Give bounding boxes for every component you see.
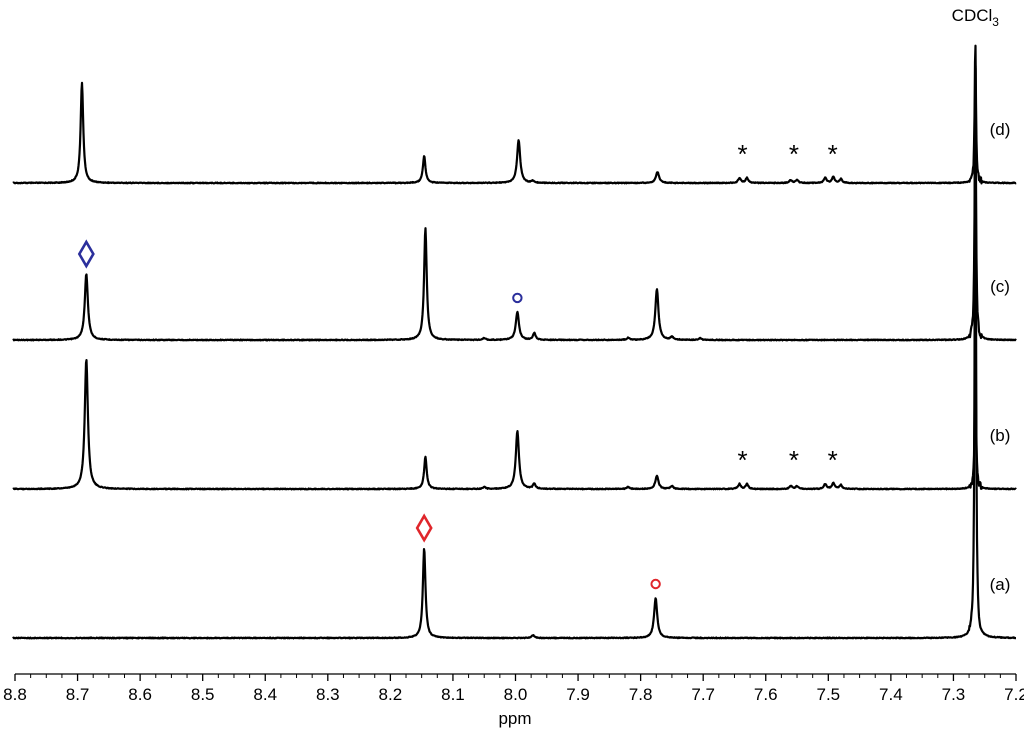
asterisk-marker-2-0: * [738, 445, 748, 475]
x-tick-label-16: 7.2 [1004, 685, 1024, 704]
x-tick-label-4: 8.4 [253, 685, 277, 704]
circle-marker-3 [650, 578, 661, 590]
spectrum-trace-0 [12, 44, 1017, 185]
x-tick-label-15: 7.3 [942, 685, 966, 704]
x-tick-label-0: 8.8 [3, 685, 27, 704]
x-axis-title: ppm [498, 709, 531, 728]
asterisk-marker-0-1: * [789, 139, 799, 169]
trace-label-3: (a) [990, 575, 1011, 594]
asterisk-marker-0-2: * [828, 139, 838, 169]
x-tick-label-9: 7.9 [566, 685, 590, 704]
asterisk-marker-2-1: * [789, 445, 799, 475]
spectra-traces [12, 44, 1017, 640]
diamond-marker-1 [77, 239, 95, 269]
spectrum-trace-2 [12, 344, 1017, 491]
trace-label-2: (b) [990, 426, 1011, 445]
x-tick-label-11: 7.7 [691, 685, 715, 704]
trace-label-1: (c) [990, 277, 1010, 296]
circle-marker-1 [512, 292, 523, 304]
asterisk-marker-2-2: * [828, 445, 838, 475]
spectrum-trace-1 [12, 64, 1017, 342]
x-tick-label-8: 8.0 [504, 685, 528, 704]
peak-markers: * * * * * * [77, 139, 838, 590]
diamond-marker-3 [415, 513, 433, 543]
x-tick-label-7: 8.1 [441, 685, 465, 704]
trace-labels: (d) (c) (b) (a) [990, 120, 1011, 594]
solvent-label-main: CDCl [952, 6, 993, 25]
x-tick-label-6: 8.2 [379, 685, 403, 704]
x-tick-label-5: 8.3 [316, 685, 340, 704]
spectrum-trace-3 [12, 67, 1017, 640]
x-tick-label-14: 7.4 [879, 685, 903, 704]
x-tick-label-2: 8.6 [128, 685, 152, 704]
x-axis: 8.8 8.7 8.6 8.5 8.4 8.3 8.2 8.1 8.0 7.9 7.8 7.7 7.6 7… [3, 673, 1024, 704]
x-tick-label-13: 7.5 [816, 685, 840, 704]
asterisk-marker-0-0: * [738, 139, 748, 169]
x-tick-label-3: 8.5 [191, 685, 215, 704]
solvent-label-subscript: 3 [992, 15, 999, 29]
x-tick-label-1: 8.7 [66, 685, 90, 704]
x-tick-label-12: 7.6 [754, 685, 778, 704]
x-tick-label-10: 7.8 [629, 685, 653, 704]
trace-label-0: (d) [990, 120, 1011, 139]
solvent-label: CDCl3 [952, 6, 1000, 29]
